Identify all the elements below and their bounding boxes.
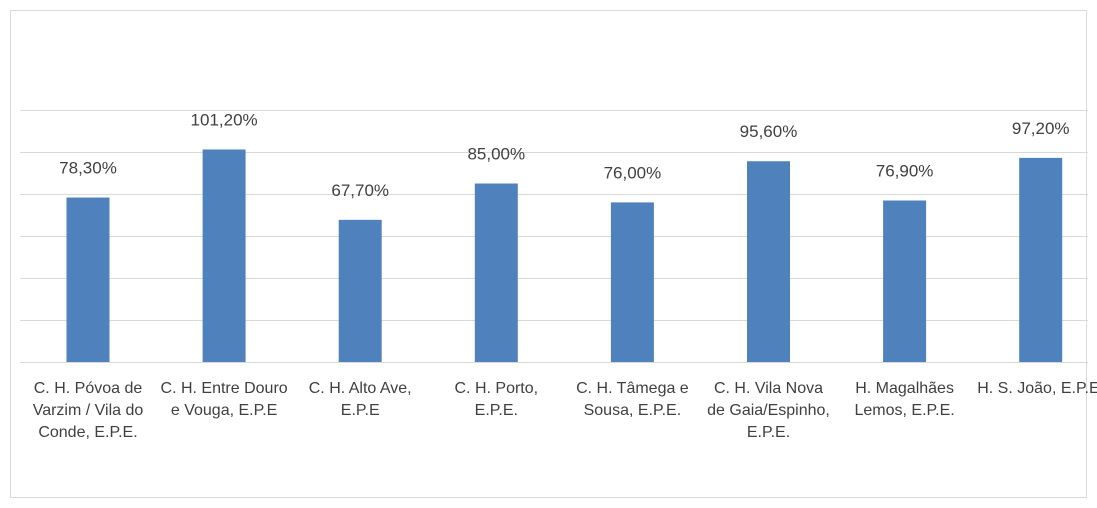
x-tick-label: C. H. Porto, E.P.E. (454, 380, 539, 419)
bar (66, 197, 110, 362)
value-label: 97,20% (1012, 119, 1070, 138)
value-label: 78,30% (59, 159, 117, 178)
bar (202, 149, 246, 362)
x-tick-label: C. H. Alto Ave, E.P.E (308, 380, 412, 419)
value-label: 67,70% (331, 181, 389, 200)
bar (747, 161, 790, 362)
x-tick-label: H. Magalhães Lemos, E.P.E. (854, 380, 955, 419)
value-label: 76,00% (604, 163, 662, 182)
bar (1019, 157, 1063, 362)
x-tick-label: C. H. Póvoa de Varzim / Vila do Conde, E… (32, 380, 144, 441)
x-tick-label: H. S. João, E.P.E. (977, 380, 1097, 397)
x-tick-label: C. H. Vila Nova de Gaia/Espinho, E.P.E. (707, 380, 830, 441)
bar (610, 202, 654, 362)
bar (883, 200, 927, 362)
bar (474, 183, 518, 362)
value-label: 95,60% (740, 122, 798, 141)
x-tick-label: C. H. Entre Douro e Vouga, E.P.E (160, 380, 288, 419)
value-label: 85,00% (467, 145, 525, 164)
x-tick-label: C. H. Tâmega e Sousa, E.P.E. (576, 380, 689, 419)
bar (338, 219, 382, 362)
value-label: 101,20% (191, 110, 258, 129)
value-label: 76,90% (876, 162, 934, 181)
